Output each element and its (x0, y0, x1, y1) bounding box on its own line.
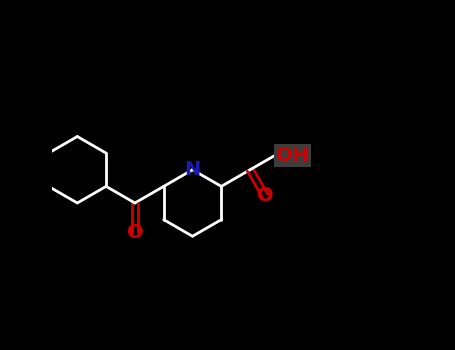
Text: OH: OH (276, 146, 309, 165)
Text: O: O (257, 186, 273, 205)
Text: O: O (126, 223, 143, 243)
Text: N: N (184, 160, 201, 179)
